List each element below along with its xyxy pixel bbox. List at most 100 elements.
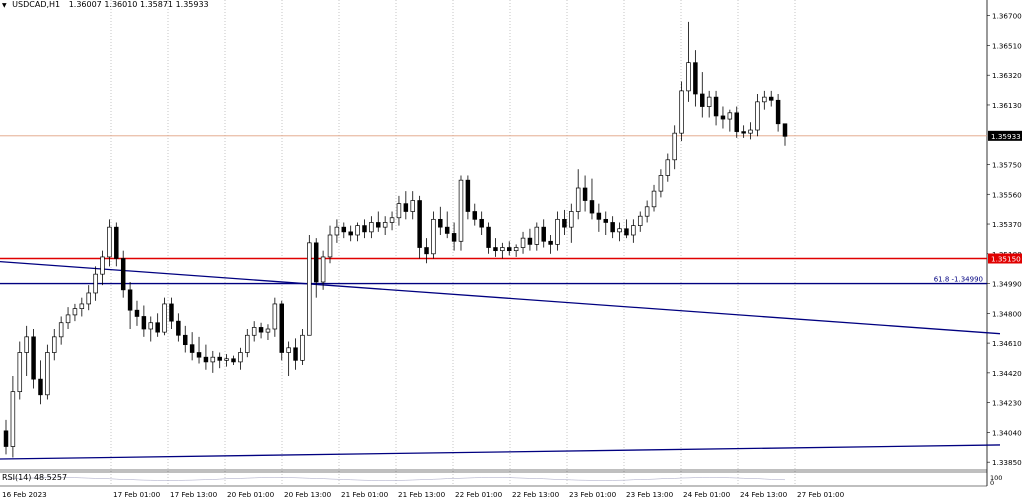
rsi-header: RSI(14) 48.5257 [2,473,67,482]
x-tick-label: 23 Feb 13:00 [626,490,674,499]
candle-body [762,96,767,103]
current-price-tag [988,130,1022,141]
y-tick-label: 1.34610 [992,339,1022,348]
candle-body [644,206,650,217]
candle-body [493,247,498,252]
x-tick-label: 20 Feb 13:00 [284,490,332,499]
candle-body [541,226,546,242]
y-tick-label: 1.34230 [992,399,1022,408]
symbol-label: USDCAD,H1 [12,0,61,9]
rsi-label: RSI(14) 48.5257 [2,473,68,482]
candle-body [782,123,788,137]
candle-body [224,358,229,361]
candle-body [93,273,98,294]
candle-body [355,225,360,236]
candle-body [182,334,188,346]
candle-body [148,322,154,330]
y-tick-label: 1.36510 [992,41,1022,50]
candle-body [727,112,733,120]
candle-body [631,225,636,236]
candle-body [203,356,209,363]
candle-body [334,226,340,236]
candle-body [658,175,664,192]
resistance-price-tag [988,253,1022,264]
candle-body [120,258,126,291]
y-tick-label: 1.35560 [992,190,1022,199]
y-tick-label: 1.34040 [992,428,1022,437]
candle-body [686,62,691,92]
candle-body [376,222,381,228]
candle-body [155,322,160,333]
x-tick-label: 22 Feb 01:00 [455,490,503,499]
candle-body [210,356,216,363]
candle-body [500,247,505,252]
candle-body [348,231,353,236]
candle-body [555,218,560,245]
candle-body [196,352,202,358]
candle-body [10,391,16,447]
candle-body [217,356,222,361]
candle-body [775,99,781,125]
candle-body [320,256,326,283]
x-tick-label: 23 Feb 01:00 [569,490,617,499]
candle-body [596,212,602,220]
candle-body [86,292,91,305]
resistance-price-tag-label: 1.35150 [991,255,1021,264]
candle-body [134,309,140,317]
candle-body [17,352,23,393]
candle-body [472,211,478,220]
candle-body [589,200,595,214]
y-tick-label: 1.34990 [992,280,1022,289]
candle-body [617,228,622,233]
trendline [0,444,1001,460]
y-tick-label: 1.34420 [992,369,1022,378]
candle-body [610,222,615,233]
candle-body [396,203,402,219]
candle-body [45,352,50,396]
candle-body [313,242,319,283]
candle-body [755,101,760,131]
candle-body [410,200,415,212]
candle-body [65,314,71,324]
candle-body [286,347,291,353]
candle-body [562,218,567,228]
candle-body [575,187,581,212]
candle-body [389,217,395,223]
candle-body [569,211,574,228]
candle-body [3,430,9,447]
x-tick-label: 24 Feb 13:00 [740,490,788,499]
candle-body [438,218,443,228]
candle-body [58,322,64,338]
current-price-tag-label: 1.35933 [991,132,1021,141]
candle-body [307,242,312,336]
candle-body [169,303,174,322]
candle-body [369,222,374,233]
candle-body [362,225,367,233]
candle-body [231,358,236,363]
y-tick-label: 1.35750 [992,161,1022,170]
x-tick-label: 27 Feb 01:00 [797,490,845,499]
candle-body [520,237,526,248]
candle-body [31,336,36,380]
candle-body [424,247,429,255]
candle-body [127,289,133,311]
candle-body [72,308,78,316]
candle-body [107,226,112,258]
rsi-scale-top: 100 [990,474,1002,482]
candle-body [693,62,698,95]
x-tick-label: 17 Feb 01:00 [113,490,161,499]
candle-body [265,328,271,333]
candle-body [748,129,753,134]
y-tick-label: 1.34800 [992,309,1022,318]
candle-body [79,303,85,309]
triangle-down-icon[interactable]: ▼ [2,2,7,9]
candle-body [293,347,298,361]
candle-body [327,234,333,258]
x-tick-label: 24 Feb 01:00 [683,490,731,499]
candle-body [141,316,147,330]
candle-body [382,222,388,228]
candle-body [507,247,512,252]
